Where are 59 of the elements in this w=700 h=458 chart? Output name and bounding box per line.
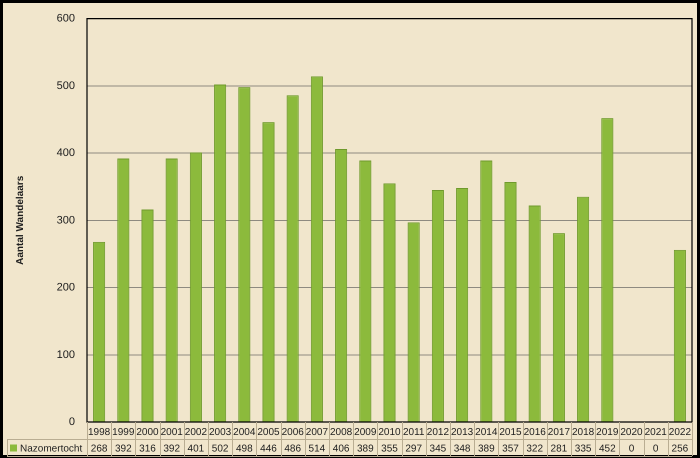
x-tick-label: 2009 <box>354 426 377 438</box>
data-label: 498 <box>236 443 254 454</box>
x-tick-label: 2015 <box>499 426 522 438</box>
data-label: 0 <box>652 443 659 454</box>
x-tick-label: 2007 <box>306 426 328 438</box>
y-tick-label: 300 <box>56 214 75 226</box>
x-tick-label: 2012 <box>426 426 450 438</box>
x-tick-label: 2006 <box>282 426 304 438</box>
x-tick-label: 2000 <box>136 426 160 438</box>
y-tick-label: 0 <box>68 416 75 428</box>
data-label: 322 <box>526 443 544 454</box>
data-label: 345 <box>430 443 447 454</box>
data-label: 446 <box>260 443 278 454</box>
data-label: 392 <box>163 443 180 454</box>
x-tick-label: 2013 <box>450 426 474 438</box>
data-label: 401 <box>188 443 205 454</box>
x-tick-label: 2016 <box>524 426 546 438</box>
data-label: 514 <box>308 443 326 454</box>
x-tick-label: 2022 <box>668 426 692 438</box>
data-label: 268 <box>90 443 108 454</box>
data-label: 406 <box>332 443 350 454</box>
x-tick-label: 1999 <box>112 426 135 438</box>
data-label: 0 <box>628 443 635 454</box>
data-label: 335 <box>574 443 592 454</box>
x-tick-label: 2008 <box>330 426 353 438</box>
x-tick-label: 2019 <box>596 426 619 438</box>
y-tick-label: 100 <box>56 348 75 361</box>
legend-label: Nazomertocht <box>20 443 82 454</box>
x-tick-label: 2018 <box>572 426 595 438</box>
x-tick-label: 2017 <box>548 426 570 438</box>
x-tick-label: 2014 <box>475 426 498 438</box>
x-tick-label: 2001 <box>160 426 184 438</box>
x-tick-label: 1998 <box>88 426 111 438</box>
x-tick-label: 2011 <box>402 426 425 438</box>
data-label: 281 <box>550 443 568 454</box>
data-label: 389 <box>478 443 496 454</box>
data-label: 452 <box>598 443 616 454</box>
data-label: 297 <box>405 443 422 454</box>
x-tick-label: 2010 <box>378 426 402 438</box>
x-tick-label: 2004 <box>233 426 256 438</box>
data-label: 392 <box>114 443 132 454</box>
x-tick-label: 2021 <box>644 426 668 438</box>
data-label: 357 <box>502 443 520 454</box>
x-tick-label: 2005 <box>257 426 280 438</box>
y-tick-label: 200 <box>56 282 75 294</box>
x-tick-label: 2002 <box>184 426 208 438</box>
data-label: 486 <box>284 443 302 454</box>
y-axis-title: Aantal Wandelaars <box>14 175 26 265</box>
y-tick-label: 500 <box>56 80 75 92</box>
data-label: 355 <box>381 443 398 454</box>
y-tick-label: 400 <box>56 147 75 160</box>
x-tick-label: 2003 <box>208 426 232 438</box>
data-label: 348 <box>454 443 471 454</box>
y-tick-label: 600 <box>56 12 75 25</box>
data-label: 389 <box>356 443 374 454</box>
data-label: 502 <box>212 443 229 454</box>
data-label: 256 <box>672 443 689 454</box>
x-tick-label: 2020 <box>620 426 644 438</box>
data-label: 316 <box>139 443 156 454</box>
